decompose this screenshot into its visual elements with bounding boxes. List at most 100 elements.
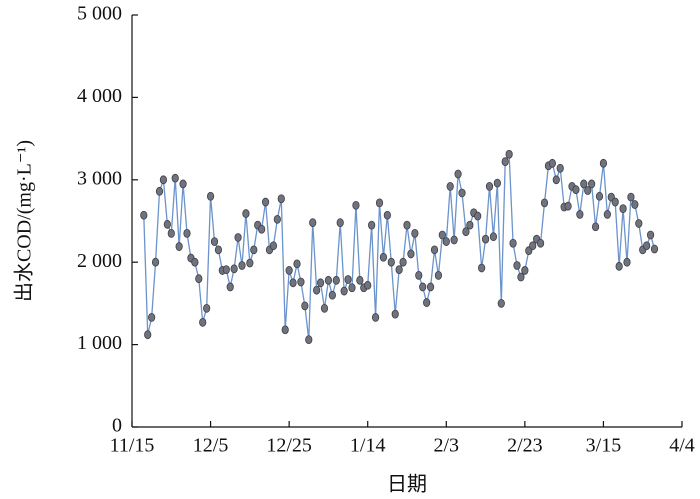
data-point	[375, 198, 384, 208]
data-point	[599, 158, 608, 168]
data-point	[615, 261, 623, 271]
x-tick-label: 12/5	[193, 435, 229, 457]
data-point	[489, 232, 498, 242]
data-point	[466, 220, 474, 230]
data-point	[195, 274, 203, 284]
data-point	[399, 257, 407, 267]
x-tick-label: 2/3	[434, 435, 460, 457]
data-point	[548, 158, 556, 168]
data-point	[505, 149, 513, 159]
data-point	[151, 257, 160, 267]
x-tick-label: 3/15	[586, 435, 622, 457]
data-point	[552, 175, 560, 185]
data-point	[407, 249, 415, 259]
data-point	[387, 257, 395, 267]
data-point	[183, 228, 191, 238]
data-point	[509, 238, 517, 248]
data-point	[368, 220, 376, 230]
data-point	[650, 244, 659, 254]
data-point	[646, 230, 655, 240]
y-tick-label: 1 000	[77, 332, 122, 354]
data-point	[580, 179, 588, 189]
data-point	[540, 198, 549, 208]
data-point	[513, 261, 521, 270]
data-point	[426, 282, 435, 292]
data-point	[238, 261, 246, 270]
data-point	[324, 275, 333, 285]
data-point	[348, 283, 356, 293]
y-tick-label: 3 000	[77, 167, 122, 189]
data-point	[635, 219, 643, 228]
data-point	[588, 179, 596, 189]
data-point	[191, 257, 199, 267]
data-point	[536, 238, 545, 248]
data-point	[226, 282, 234, 292]
data-point	[584, 186, 592, 195]
data-point	[246, 258, 254, 268]
data-point	[289, 278, 297, 288]
data-point	[454, 169, 462, 179]
data-point	[148, 313, 156, 322]
data-point	[316, 278, 325, 288]
x-tick-label: 11/15	[110, 435, 155, 457]
data-point	[478, 263, 486, 273]
data-point	[419, 282, 427, 292]
data-point	[576, 210, 584, 219]
data-point	[462, 227, 470, 237]
data-point	[214, 245, 223, 255]
data-point	[643, 241, 651, 251]
data-point	[497, 298, 505, 308]
data-point	[336, 218, 344, 228]
data-point	[595, 191, 604, 201]
y-tick-label: 5 000	[77, 3, 122, 25]
data-point	[250, 245, 258, 255]
data-point	[556, 163, 564, 173]
data-point	[352, 200, 360, 210]
data-point	[403, 220, 411, 230]
data-point	[261, 197, 270, 207]
x-tick-label: 2/23	[507, 435, 543, 457]
data-point	[313, 285, 321, 295]
data-point	[627, 192, 635, 202]
data-point	[269, 241, 278, 251]
data-point	[258, 224, 266, 234]
data-point	[446, 181, 454, 191]
data-point	[423, 298, 431, 307]
data-point	[277, 194, 285, 204]
data-point	[159, 175, 168, 185]
data-point	[344, 275, 352, 284]
data-point	[623, 257, 631, 267]
data-point	[293, 259, 301, 269]
data-point	[383, 210, 391, 220]
data-point	[442, 237, 450, 247]
data-point	[144, 330, 152, 340]
data-point	[521, 266, 529, 275]
data-point	[305, 335, 313, 345]
data-point	[631, 200, 639, 209]
data-point	[199, 317, 207, 327]
data-point	[206, 191, 215, 201]
data-point	[210, 237, 219, 247]
data-point	[391, 309, 399, 319]
data-point	[340, 286, 348, 296]
x-axis-label: 日期	[387, 474, 427, 496]
x-tick-label: 12/25	[266, 435, 312, 457]
data-point	[481, 234, 490, 244]
data-point	[438, 230, 446, 240]
data-point	[281, 325, 289, 335]
y-tick-label: 4 000	[77, 85, 122, 107]
data-point	[485, 181, 494, 191]
data-point	[415, 270, 423, 280]
data-point	[320, 303, 329, 313]
data-point	[328, 290, 336, 300]
y-tick-label: 0	[112, 415, 122, 437]
y-axis-label: 出水COD/(mg·L⁻¹)	[13, 140, 36, 302]
data-point	[379, 252, 388, 262]
data-point	[356, 275, 364, 285]
data-point	[234, 233, 242, 242]
data-point	[273, 214, 281, 224]
data-point	[242, 209, 250, 218]
data-point	[203, 303, 211, 313]
data-point	[603, 210, 611, 219]
